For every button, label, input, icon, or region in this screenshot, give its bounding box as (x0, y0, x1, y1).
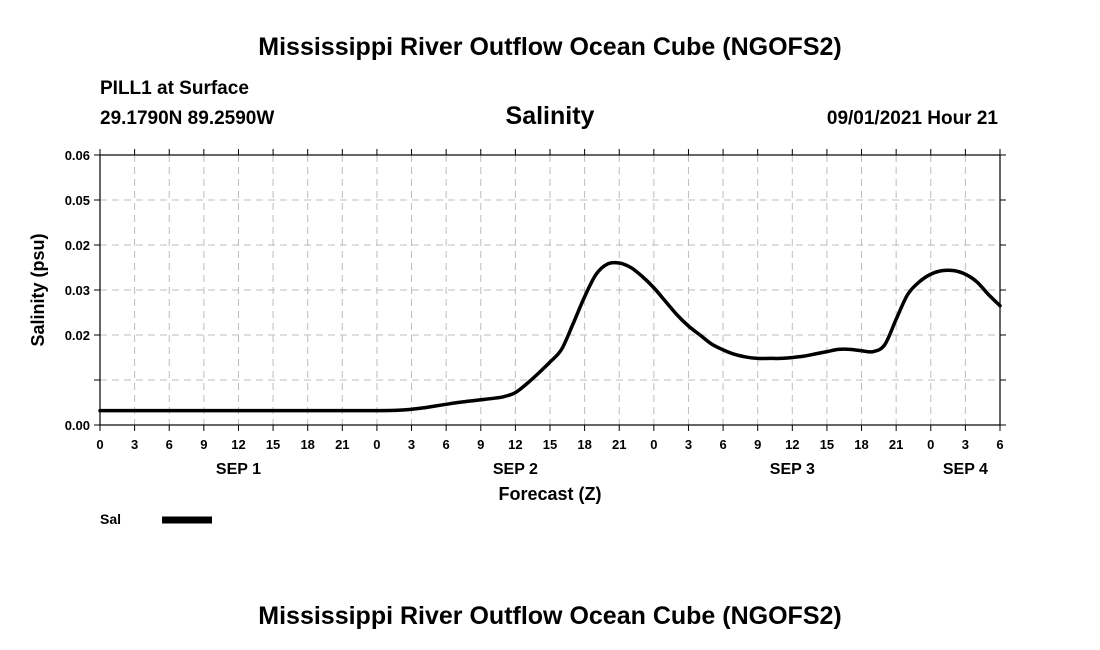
day-label: SEP 3 (770, 461, 815, 478)
x-tick-label: 12 (785, 437, 799, 452)
axis-tick-labels: 0 3 6 9 12 15 18 21 0 3 6 9 12 15 18 21 0 3 6 9 12 15 18 21 0 3 6 0… (65, 148, 1004, 478)
y-tick-label: 0.02 (65, 328, 90, 343)
y-tick-label: 0.06 (65, 148, 90, 163)
x-tick-label: 9 (754, 437, 761, 452)
x-tick-label: 0 (650, 437, 657, 452)
x-tick-label: 3 (131, 437, 138, 452)
x-tick-label: 21 (335, 437, 349, 452)
x-tick-label: 18 (854, 437, 868, 452)
x-tick-label: 6 (996, 437, 1003, 452)
coordinates-label: 29.1790N 89.2590W (100, 108, 274, 129)
x-tick-label: 0 (373, 437, 380, 452)
legend: Sal (100, 511, 212, 527)
chart-title-top: Mississippi River Outflow Ocean Cube (NG… (258, 33, 841, 61)
x-tick-label: 3 (962, 437, 969, 452)
datetime-label: 09/01/2021 Hour 21 (827, 108, 999, 129)
x-tick-label: 3 (408, 437, 415, 452)
x-tick-label: 9 (200, 437, 207, 452)
x-tick-label: 15 (820, 437, 834, 452)
chart-title-bottom: Mississippi River Outflow Ocean Cube (NG… (258, 602, 841, 630)
axis-ticks (94, 149, 1006, 431)
grid-lines (100, 155, 1000, 425)
legend-label: Sal (100, 511, 121, 527)
y-tick-label: 0.02 (65, 238, 90, 253)
x-tick-label: 21 (889, 437, 903, 452)
y-tick-label: 0.05 (65, 193, 90, 208)
x-tick-label: 9 (477, 437, 484, 452)
x-tick-label: 15 (543, 437, 557, 452)
x-tick-label: 3 (685, 437, 692, 452)
x-tick-label: 15 (266, 437, 280, 452)
x-tick-label: 12 (231, 437, 245, 452)
day-label: SEP 1 (216, 461, 261, 478)
day-label: SEP 2 (493, 461, 538, 478)
x-tick-label: 0 (96, 437, 103, 452)
x-tick-label: 0 (927, 437, 934, 452)
x-tick-label: 21 (612, 437, 626, 452)
x-tick-label: 6 (719, 437, 726, 452)
x-tick-label: 18 (300, 437, 314, 452)
x-tick-label: 18 (577, 437, 591, 452)
day-label: SEP 4 (943, 461, 988, 478)
plot-frame (99, 154, 1001, 426)
x-axis-label: Forecast (Z) (498, 484, 601, 504)
variable-title: Salinity (506, 102, 595, 130)
x-tick-label: 6 (443, 437, 450, 452)
y-tick-label: 0.00 (65, 418, 90, 433)
series-line-sal (98, 260, 1002, 413)
y-axis-label: Salinity (psu) (28, 233, 48, 346)
y-tick-label: 0.03 (65, 283, 90, 298)
station-label: PILL1 at Surface (100, 78, 249, 99)
x-tick-label: 12 (508, 437, 522, 452)
x-tick-label: 6 (166, 437, 173, 452)
